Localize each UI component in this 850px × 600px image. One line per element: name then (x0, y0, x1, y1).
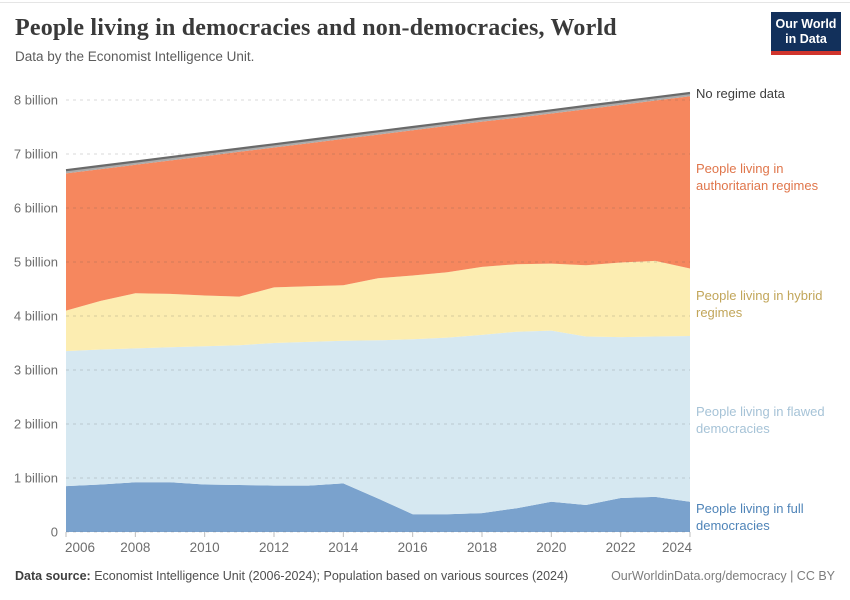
owid-logo-line2: in Data (785, 32, 827, 46)
y-axis-label: 3 billion (14, 363, 58, 378)
chart-header: People living in democracies and non-dem… (15, 14, 765, 65)
series-label-hybrid-regimes: People living in hybrid regimes (696, 288, 823, 320)
y-axis-label: 7 billion (14, 147, 58, 162)
y-axis-label: 6 billion (14, 201, 58, 216)
top-border-rule (0, 2, 850, 3)
x-axis-label: 2020 (536, 540, 566, 555)
y-axis-label: 8 billion (14, 93, 58, 108)
y-axis-label: 5 billion (14, 255, 58, 270)
credit-link[interactable]: OurWorldinData.org/democracy | CC BY (611, 569, 835, 583)
x-axis-label: 2006 (65, 540, 95, 555)
page-subtitle: Data by the Economist Intelligence Unit. (15, 49, 255, 64)
series-label-no-regime-data: No regime data (696, 86, 785, 101)
x-axis-label: 2008 (120, 540, 150, 555)
x-axis-label: 2016 (398, 540, 428, 555)
x-axis-label: 2012 (259, 540, 289, 555)
area-band-3 (66, 96, 690, 311)
x-axis-label: 2022 (606, 540, 636, 555)
data-source-label: Data source: (15, 569, 91, 583)
x-axis-label: 2014 (328, 540, 359, 555)
x-axis-label: 2018 (467, 540, 497, 555)
y-axis-label: 0 (51, 525, 58, 540)
y-axis-label: 4 billion (14, 309, 58, 324)
area-band-0 (66, 482, 690, 532)
series-label-flawed-democracies: People living in flawed democracies (696, 404, 825, 436)
x-axis-label: 2024 (662, 540, 693, 555)
owid-logo-accent-bar (771, 51, 841, 55)
x-axis-label: 2010 (190, 540, 220, 555)
series-label-authoritarian: People living in authoritarian regimes (696, 161, 819, 193)
data-source-note: Data source: Economist Intelligence Unit… (15, 569, 568, 583)
data-source-text: Economist Intelligence Unit (2006-2024);… (90, 569, 569, 583)
page-title: People living in democracies and non-dem… (15, 15, 617, 41)
chart-footer: Data source: Economist Intelligence Unit… (15, 569, 835, 583)
series-label-full-democracies: People living in full democracies (696, 501, 804, 533)
y-axis-label: 1 billion (14, 471, 58, 486)
total-population-line (65, 91, 691, 172)
owid-logo-line1: Our World (775, 17, 837, 31)
owid-logo: Our World in Data (771, 12, 841, 55)
area-band-2 (66, 260, 690, 352)
y-axis-label: 2 billion (14, 417, 58, 432)
area-band-1 (66, 330, 690, 515)
